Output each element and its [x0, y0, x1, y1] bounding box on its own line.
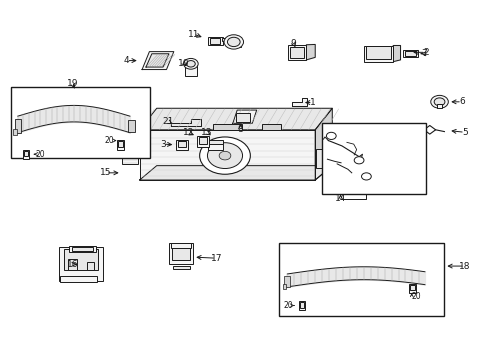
Text: 20: 20 — [283, 301, 292, 310]
Text: 19: 19 — [67, 80, 79, 89]
Text: 7: 7 — [420, 49, 426, 58]
Bar — [13, 130, 17, 135]
Bar — [69, 246, 96, 252]
Bar — [321, 123, 426, 194]
Text: 14: 14 — [334, 194, 346, 203]
Bar — [172, 266, 189, 269]
Bar — [59, 247, 103, 281]
Text: 11: 11 — [187, 30, 199, 39]
Bar — [408, 284, 415, 293]
Bar — [207, 37, 222, 45]
Polygon shape — [315, 108, 331, 180]
Bar — [284, 276, 290, 287]
Bar — [22, 150, 29, 159]
Text: 8: 8 — [237, 125, 243, 134]
Bar — [184, 63, 197, 76]
Polygon shape — [291, 98, 306, 106]
Bar — [261, 124, 281, 130]
Bar — [404, 51, 415, 56]
Bar — [409, 285, 414, 291]
Text: 16: 16 — [67, 260, 79, 269]
Bar — [199, 137, 206, 144]
Circle shape — [430, 95, 447, 108]
Text: 17: 17 — [210, 254, 222, 263]
Bar — [176, 140, 188, 150]
Polygon shape — [140, 108, 331, 130]
Text: 20: 20 — [36, 150, 45, 159]
Polygon shape — [146, 54, 168, 67]
Circle shape — [416, 127, 426, 134]
Text: 10: 10 — [178, 59, 189, 68]
Bar — [64, 249, 98, 270]
Polygon shape — [306, 44, 315, 60]
Circle shape — [207, 143, 242, 168]
Polygon shape — [142, 51, 173, 69]
Text: 12: 12 — [183, 128, 194, 137]
Text: 6: 6 — [458, 97, 464, 106]
Text: 2: 2 — [422, 48, 428, 57]
Circle shape — [353, 157, 363, 164]
Bar — [118, 141, 122, 147]
Circle shape — [186, 60, 195, 67]
Circle shape — [433, 98, 444, 106]
Bar — [207, 142, 222, 149]
Bar — [316, 149, 328, 168]
Bar — [232, 37, 241, 47]
Text: 5: 5 — [461, 128, 467, 137]
Bar — [436, 104, 441, 108]
Bar — [169, 243, 192, 264]
Bar — [212, 124, 242, 130]
Bar — [236, 113, 249, 122]
Polygon shape — [140, 130, 315, 180]
Bar — [72, 247, 93, 251]
Bar — [61, 276, 97, 282]
Text: 13: 13 — [200, 128, 212, 137]
Text: 21: 21 — [162, 117, 173, 126]
Bar — [222, 38, 227, 41]
Bar — [87, 262, 94, 270]
Bar — [172, 245, 189, 260]
Polygon shape — [140, 166, 331, 180]
Text: 20: 20 — [410, 292, 420, 301]
Text: 20: 20 — [104, 136, 114, 145]
Bar — [23, 150, 28, 156]
Bar — [282, 284, 286, 289]
Text: 1: 1 — [309, 98, 315, 107]
Polygon shape — [232, 110, 256, 123]
Bar — [128, 121, 135, 132]
Bar — [11, 87, 150, 158]
Circle shape — [227, 37, 240, 46]
Bar — [116, 140, 123, 150]
Bar — [402, 50, 417, 57]
Circle shape — [361, 173, 370, 180]
Bar — [366, 46, 390, 59]
Bar — [177, 141, 186, 147]
Bar — [68, 259, 77, 270]
Circle shape — [219, 151, 230, 160]
Polygon shape — [171, 119, 200, 126]
Bar — [278, 243, 444, 316]
Circle shape — [326, 132, 335, 139]
Text: 4: 4 — [123, 56, 129, 65]
Bar — [287, 45, 306, 60]
Circle shape — [199, 137, 250, 174]
Text: 15: 15 — [100, 168, 112, 177]
Bar — [15, 119, 21, 133]
Bar — [290, 46, 304, 58]
Bar — [170, 243, 191, 248]
Polygon shape — [392, 45, 400, 62]
Bar — [210, 38, 220, 44]
Bar — [363, 46, 392, 62]
Text: 9: 9 — [290, 39, 296, 48]
Text: 18: 18 — [458, 262, 469, 271]
Bar — [299, 302, 304, 308]
Bar — [207, 140, 222, 144]
Text: 3: 3 — [161, 140, 166, 149]
Bar — [197, 136, 208, 147]
Bar — [122, 142, 138, 164]
Circle shape — [183, 58, 198, 69]
Circle shape — [224, 35, 243, 49]
Bar — [298, 301, 305, 310]
